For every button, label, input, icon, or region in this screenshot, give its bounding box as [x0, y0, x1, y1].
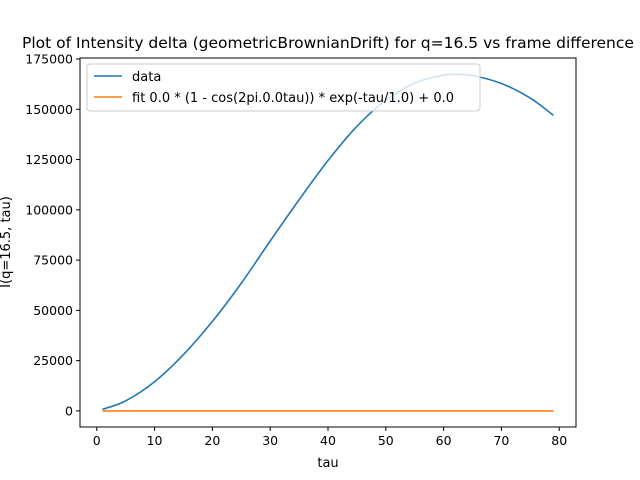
y-tick-label: 25000 — [33, 353, 73, 368]
y-tick-label: 75000 — [33, 253, 73, 268]
legend: data fit 0.0 * (1 - cos(2pi.0.0tau)) * e… — [86, 63, 481, 112]
y-axis-label: I(q=16.5, tau) — [0, 196, 14, 288]
y-tick-label: 125000 — [25, 152, 73, 167]
y-tick-label: 175000 — [25, 52, 73, 67]
x-tick-label: 50 — [378, 433, 394, 448]
chart-title: Plot of Intensity delta (geometricBrowni… — [22, 34, 634, 52]
x-axis: 0 10 20 30 40 50 60 70 80 — [93, 427, 567, 448]
plot-area — [102, 73, 554, 412]
y-tick-label: 50000 — [33, 303, 73, 318]
plot-frame — [79, 57, 577, 428]
x-tick-label: 80 — [551, 433, 567, 448]
x-tick-label: 0 — [93, 433, 101, 448]
x-tick-label: 40 — [320, 433, 336, 448]
legend-label-fit: fit 0.0 * (1 - cos(2pi.0.0tau)) * exp(-t… — [132, 91, 454, 106]
y-tick-label: 0 — [65, 403, 73, 418]
y-tick-label: 150000 — [25, 102, 73, 117]
x-tick-label: 60 — [436, 433, 452, 448]
legend-box — [86, 63, 481, 112]
series-line-data — [102, 73, 554, 411]
x-tick-label: 10 — [147, 433, 163, 448]
legend-label-data: data — [132, 70, 161, 85]
x-tick-label: 70 — [493, 433, 509, 448]
x-tick-label: 30 — [262, 433, 278, 448]
y-axis: 0 25000 50000 75000 100000 125000 150000 175000 — [25, 52, 80, 418]
x-axis-label: tau — [317, 456, 338, 471]
x-tick-label: 20 — [204, 433, 220, 448]
y-tick-label: 100000 — [25, 202, 73, 217]
